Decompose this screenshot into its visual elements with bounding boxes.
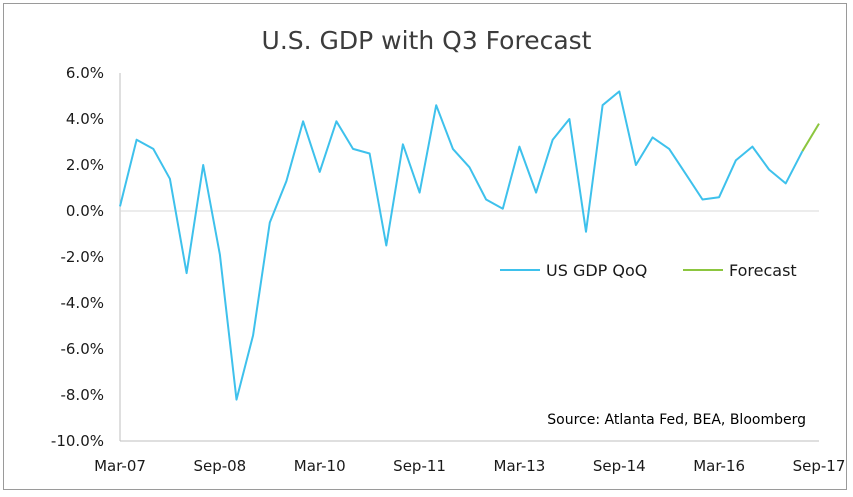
y-tick-label: -6.0%: [60, 340, 104, 358]
chart-title: U.S. GDP with Q3 Forecast: [261, 26, 592, 55]
x-tick-label: Mar-10: [294, 457, 346, 475]
y-tick-label: 4.0%: [66, 110, 104, 128]
y-tick-label: -8.0%: [60, 386, 104, 404]
chart-frame: [3, 3, 847, 490]
y-tick-label: 2.0%: [66, 156, 104, 174]
y-axis-ticks: 6.0% 4.0% 2.0% 0.0% -2.0% -4.0% -6.0% -8.0% -10.…: [51, 64, 104, 450]
x-axis-ticks: Mar-07 Sep-08 Mar-10 Sep-11 Mar-13 Sep-14 Mar-…: [94, 457, 845, 475]
x-tick-label: Sep-11: [393, 457, 446, 475]
y-tick-label: -4.0%: [60, 294, 104, 312]
legend: US GDP QoQ Forecast: [500, 261, 797, 280]
x-tick-label: Mar-16: [693, 457, 745, 475]
series-layer: [119, 90, 820, 401]
series-line-us-gdp-qoq: [119, 90, 804, 401]
x-tick-label: Sep-08: [193, 457, 246, 475]
legend-label: Forecast: [729, 261, 797, 280]
series-line-forecast: [801, 123, 820, 152]
axes: [119, 73, 819, 442]
x-tick-label: Sep-14: [593, 457, 646, 475]
x-tick-label: Sep-17: [793, 457, 846, 475]
y-tick-label: -10.0%: [51, 432, 104, 450]
x-tick-label: Mar-13: [494, 457, 546, 475]
x-tick-label: Mar-07: [94, 457, 146, 475]
y-tick-label: 0.0%: [66, 202, 104, 220]
legend-label: US GDP QoQ: [546, 261, 647, 280]
y-tick-label: 6.0%: [66, 64, 104, 82]
source-annotation: Source: Atlanta Fed, BEA, Bloomberg: [547, 412, 806, 428]
y-tick-label: -2.0%: [60, 248, 104, 266]
